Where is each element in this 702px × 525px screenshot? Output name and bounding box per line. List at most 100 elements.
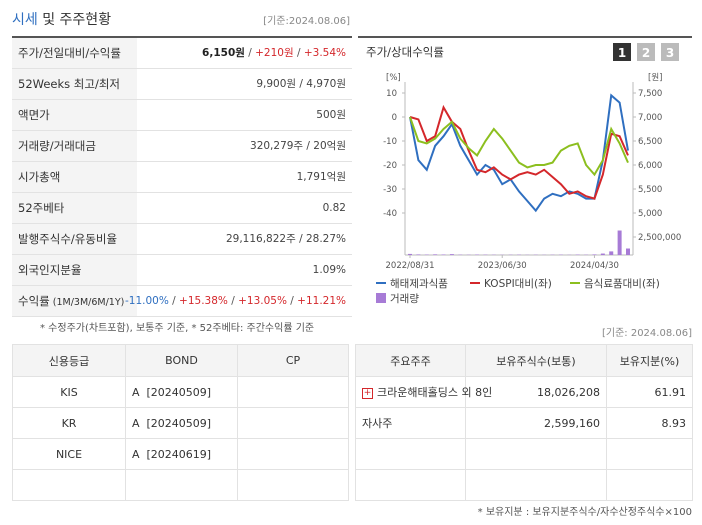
date: [기준:2024.08.06] [263, 16, 350, 27]
header-cell: 보유지분(%) [606, 344, 693, 377]
cell: 8.93 [606, 407, 693, 439]
empty-cell [355, 438, 466, 470]
row-value: -11.00% / +15.38% / +13.05% / +11.21% [125, 286, 346, 316]
row-value: 29,116,822주 / 28.27% [226, 224, 346, 254]
header-cell: CP [237, 344, 349, 377]
value-part: / [244, 47, 256, 59]
row-label: 수익률 (1M/3M/6M/1Y) [12, 286, 137, 316]
quote-table: 주가/전일대비/수익률 6,150원 / +210원 / +3.54% 52Week… [12, 36, 352, 320]
row-value: 1.09% [313, 255, 346, 285]
quote-row: 52Weeks 최고/최저 9,900원 / 4,970원 [12, 69, 352, 100]
value-part: -11.00% [124, 295, 169, 307]
quote-note: * 수정주가(차트포함), 보통주 기준, * 52주베타: 주간수익률 기준 [40, 323, 315, 334]
cell: A [20240619] [125, 438, 238, 470]
cell-text: A [20240509] [132, 385, 212, 399]
cell: 자사주 [355, 407, 466, 439]
value-part: 1,791억원 [296, 171, 346, 183]
label-part: 시가총액 [18, 170, 61, 184]
row-value: 320,279주 / 20억원 [250, 131, 346, 161]
cell-text: A [20240619] [132, 447, 212, 461]
empty-cell [125, 469, 238, 501]
value-part: 0.82 [322, 202, 346, 214]
cell: KR [12, 407, 126, 439]
label-part: 52주베타 [18, 201, 65, 215]
value-part: +3.54% [303, 47, 346, 59]
cell [237, 438, 349, 470]
row-value: 500원 [316, 100, 346, 130]
cell-text: 18,026,208 [537, 385, 600, 399]
row-label: 발행주식수/유동비율 [12, 224, 137, 254]
quote-row: 시가총액 1,791억원 [12, 162, 352, 193]
label-part: 52Weeks 최고/최저 [18, 77, 120, 91]
value-part: 29,116,822주 / 28.27% [225, 233, 346, 245]
empty-cell [606, 438, 693, 470]
quote-row: 주가/전일대비/수익률 6,150원 / +210원 / +3.54% [12, 38, 352, 69]
cell: 2,599,160 [465, 407, 607, 439]
cell [237, 376, 349, 408]
holders-footnote: * 보유지분 : 보유지분주식수/자수산정주식수×100 [477, 507, 692, 518]
label-part: (1M/3M/6M/1Y) [49, 297, 125, 308]
empty-cell [12, 469, 126, 501]
value-part: +11.21% [297, 295, 346, 307]
label-part: 거래량/거래대금 [18, 139, 96, 153]
cell: 61.91 [606, 376, 693, 408]
title-main: 시세 [12, 12, 38, 28]
credit-table: 신용등급 BOND CP KIS A [20240509] KR A [20240509] N… [12, 344, 349, 501]
value-part: / [293, 47, 304, 59]
cell-text: 크라운해태홀딩스 외 8인 [377, 386, 493, 399]
cell-text: KIS [60, 385, 78, 399]
row-label: 주가/전일대비/수익률 [12, 38, 137, 68]
quote-row: 외국인지분율 1.09% [12, 255, 352, 286]
quote-row: 발행주식수/유동비율 29,116,822주 / 28.27% [12, 224, 352, 255]
value-part: 500원 [316, 109, 346, 121]
quote-row: 52주베타 0.82 [12, 193, 352, 224]
row-label: 52주베타 [12, 193, 137, 223]
cell-text: 61.91 [654, 385, 687, 399]
cell: KIS [12, 376, 126, 408]
value-part: 320,279주 / 20억원 [250, 140, 346, 152]
row-label: 시가총액 [12, 162, 137, 192]
label-part: 수익률 [18, 294, 50, 308]
holders-table: 주요주주 보유주식수(보통) 보유지분(%) + 크라운해태홀딩스 외 8인 18,026… [355, 344, 693, 501]
row-label: 거래량/거래대금 [12, 131, 137, 161]
header-cell: BOND [125, 344, 238, 377]
row-label: 52Weeks 최고/최저 [12, 69, 137, 99]
header-row: 신용등급 BOND CP [12, 344, 349, 377]
empty-cell [465, 438, 607, 470]
cell [237, 407, 349, 439]
cell: A [20240509] [125, 407, 238, 439]
value-part: 6,150원 [202, 47, 245, 59]
header-cell: 주요주주 [355, 344, 466, 377]
empty-cell [606, 469, 693, 501]
value-part: 1.09% [312, 264, 346, 276]
row: KIS A [20240509] [12, 376, 349, 408]
row: 자사주 2,599,160 8.93 [355, 407, 693, 439]
section-title: 시세 및 주주현황 [12, 9, 111, 29]
row: NICE A [20240619] [12, 438, 349, 470]
value-part: / [168, 295, 180, 307]
quote-row: 수익률 (1M/3M/6M/1Y) -11.00% / +15.38% / +13… [12, 286, 352, 317]
label-part: 발행주식수/유동비율 [18, 232, 118, 246]
quote-row: 액면가 500원 [12, 100, 352, 131]
cell: A [20240509] [125, 376, 238, 408]
value-part: +210원 [255, 47, 294, 59]
value-part: +15.38% [179, 295, 228, 307]
expand-icon: + [362, 387, 373, 399]
cell: 18,026,208 [465, 376, 607, 408]
header-cell: 보유주식수(보통) [465, 344, 607, 377]
row: + 크라운해태홀딩스 외 8인 18,026,208 61.91 [355, 376, 693, 408]
value-part: 9,900원 / 4,970원 [256, 78, 346, 90]
header-cell: 신용등급 [12, 344, 126, 377]
cell-text: 2,599,160 [544, 416, 600, 430]
empty-cell [355, 469, 466, 501]
row-label: 외국인지분율 [12, 255, 137, 285]
cell-text: A [20240509] [132, 416, 212, 430]
empty-row [355, 438, 693, 470]
empty-row [12, 469, 349, 501]
header-row: 주요주주 보유주식수(보통) 보유지분(%) [355, 344, 693, 377]
label-part: 주가/전일대비/수익률 [18, 46, 121, 60]
holders-date: [기준: 2024.08.06] [601, 328, 692, 339]
label-part: 액면가 [18, 108, 50, 122]
empty-cell [237, 469, 349, 501]
